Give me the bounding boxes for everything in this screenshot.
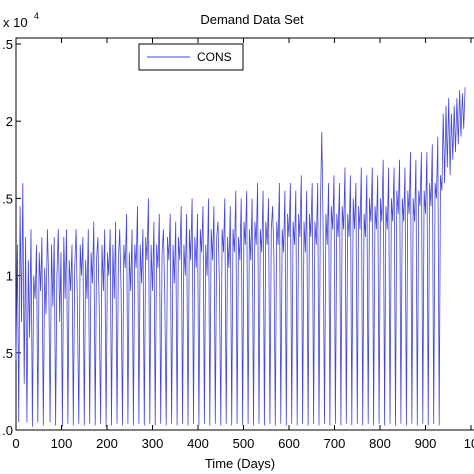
x-tick-label: 300 — [142, 436, 164, 451]
y-tick-label: .5 — [2, 191, 13, 206]
y-exponent-power: 4 — [34, 11, 39, 21]
legend: CONS — [138, 43, 244, 71]
x-tick-label: 0 — [12, 436, 19, 451]
x-tick-label: 400 — [187, 436, 209, 451]
y-axis-ticks: .0 .5 1 .5 2 .5 — [2, 37, 21, 438]
x-axis-ticks: 0 100 200 300 400 500 600 700 800 900 10 — [12, 38, 474, 451]
x-axis-label: Time (Days) — [205, 456, 275, 471]
plot-frame — [15, 37, 474, 431]
y-exponent-label: x 10 — [3, 15, 28, 30]
x-tick-label: 10 — [464, 436, 474, 451]
x-tick-label: 700 — [324, 436, 346, 451]
x-tick-label: 600 — [278, 436, 300, 451]
x-tick-label: 100 — [51, 436, 73, 451]
x-tick-label: 800 — [369, 436, 391, 451]
x-tick-label: 200 — [96, 436, 118, 451]
chart-title: Demand Data Set — [200, 12, 304, 27]
y-tick-label: 2 — [6, 114, 13, 129]
y-tick-label: .5 — [2, 346, 13, 361]
x-tick-label: 900 — [415, 436, 437, 451]
y-tick-label: .0 — [2, 423, 13, 438]
y-tick-label: .5 — [2, 37, 13, 52]
y-tick-label: 1 — [6, 269, 13, 284]
x-tick-label: 500 — [233, 436, 255, 451]
legend-label-cons: CONS — [197, 50, 232, 64]
series-line-cons — [15, 87, 466, 427]
